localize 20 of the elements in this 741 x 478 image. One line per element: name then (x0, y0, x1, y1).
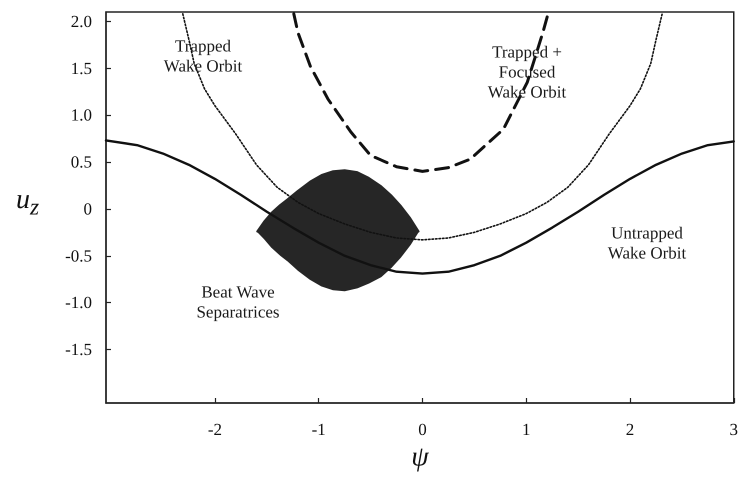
y-tick-label: -1.5 (65, 340, 92, 360)
x-tick-label: 0 (418, 420, 427, 439)
y-tick-label: -1.0 (65, 293, 92, 312)
y-axis-title: u$_{z}$ (16, 184, 40, 222)
x-tick-label: 3 (730, 420, 738, 439)
y-tick-label: 1.5 (70, 58, 92, 78)
line-series (104, 139, 735, 275)
x-tick-label: 2 (626, 420, 634, 439)
x-axis-title: ψ (411, 441, 430, 472)
y-tick-label: 2.0 (70, 12, 92, 31)
annotation: Beat Wave Separatrices (196, 282, 280, 322)
y-tick-label: 0.5 (70, 152, 92, 172)
x-tick-label: -1 (312, 420, 326, 439)
x-tick-label: 1 (522, 420, 530, 439)
y-tick-label: -0.5 (65, 246, 92, 266)
y-tick-label: 1.0 (70, 106, 92, 125)
y-tick-label: 0 (84, 199, 92, 218)
x-tick-label: -2 (208, 420, 222, 439)
annotation: Trapped + Focused Wake Orbit (488, 42, 566, 102)
annotation: Untrapped Wake Orbit (608, 224, 686, 262)
